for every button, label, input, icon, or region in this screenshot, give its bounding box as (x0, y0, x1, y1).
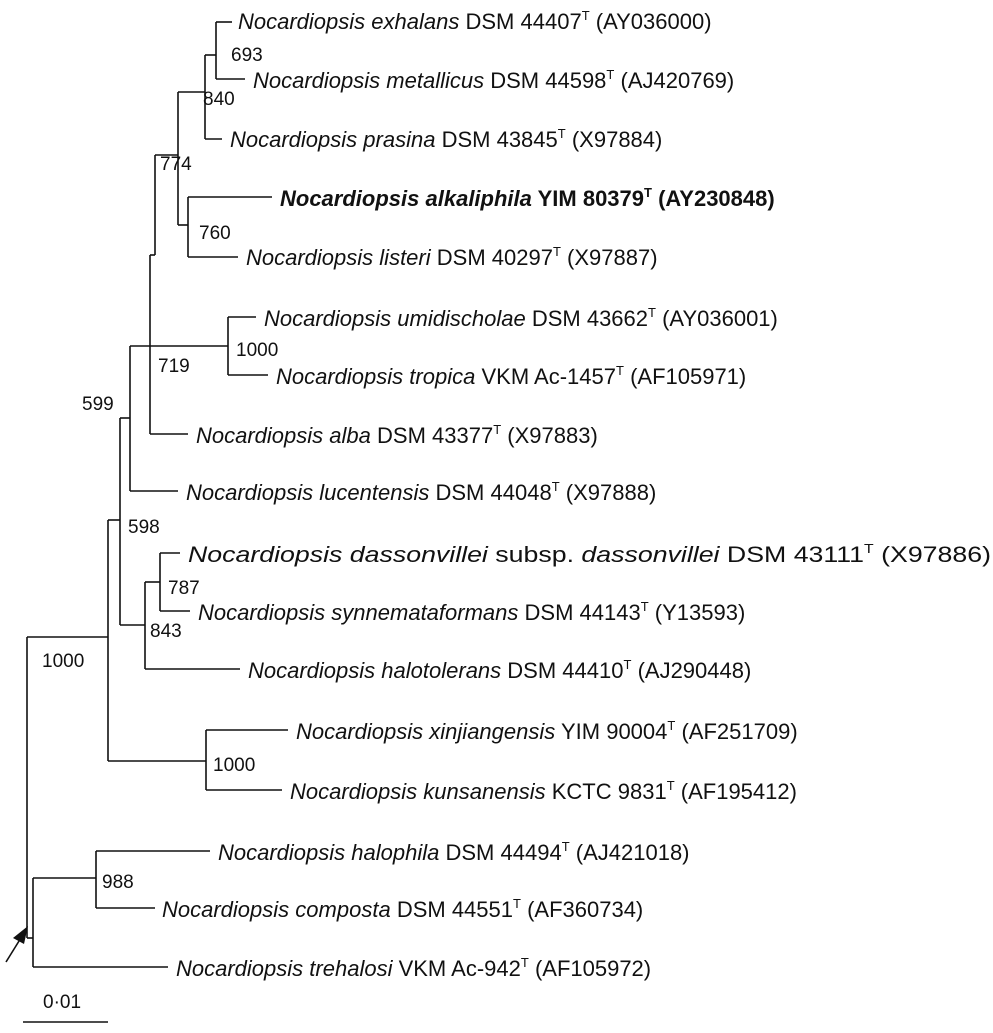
bootstrap-693: 693 (231, 45, 263, 66)
taxon-label-metallicus: Nocardiopsis metallicus DSM 44598T (AJ42… (253, 67, 734, 93)
taxon-label-prasina: Nocardiopsis prasina DSM 43845T (X97884) (230, 126, 662, 152)
taxon-label-exhalans: Nocardiopsis exhalans DSM 44407T (AY0360… (238, 8, 712, 34)
taxon-label-alba: Nocardiopsis alba DSM 43377T (X97883) (196, 422, 598, 448)
bootstrap-719: 719 (158, 356, 190, 377)
taxon-label-kunsanensis: Nocardiopsis kunsanensis KCTC 9831T (AF1… (290, 778, 797, 804)
bootstrap-774: 774 (160, 154, 192, 175)
tree-branches (5, 21, 288, 968)
bootstrap-values: 693 840 774 760 1000 719 599 598 787 843… (42, 45, 278, 893)
taxon-labels: Nocardiopsis exhalans DSM 44407T (AY0360… (162, 8, 991, 981)
taxon-label-synnemataformans: Nocardiopsis synnemataformans DSM 44143T… (198, 599, 745, 625)
bootstrap-598: 598 (128, 517, 160, 538)
bootstrap-1000-ut: 1000 (236, 340, 278, 361)
scale-bar-label: 0·01 (43, 992, 81, 1013)
taxon-label-trehalosi: Nocardiopsis trehalosi VKM Ac-942T (AF10… (176, 955, 651, 981)
bootstrap-1000-xk: 1000 (213, 755, 255, 776)
taxon-label-dassonvillei: Nocardiopsis dassonvillei subsp. dassonv… (188, 541, 991, 567)
bootstrap-840: 840 (203, 89, 235, 110)
taxon-label-alkaliphila: Nocardiopsis alkaliphila YIM 80379T (AY2… (280, 185, 775, 211)
bootstrap-988: 988 (102, 872, 134, 893)
bootstrap-1000-ingroup: 1000 (42, 651, 84, 672)
bootstrap-843: 843 (150, 621, 182, 642)
root-arrow-head (13, 926, 28, 944)
taxon-label-lucentensis: Nocardiopsis lucentensis DSM 44048T (X97… (186, 479, 656, 505)
taxon-label-umidischolae: Nocardiopsis umidischolae DSM 43662T (AY… (264, 305, 778, 331)
bootstrap-787: 787 (168, 578, 200, 599)
bootstrap-599: 599 (82, 394, 114, 415)
taxon-label-listeri: Nocardiopsis listeri DSM 40297T (X97887) (246, 244, 658, 270)
taxon-label-tropica: Nocardiopsis tropica VKM Ac-1457T (AF105… (276, 363, 746, 389)
taxon-label-composta: Nocardiopsis composta DSM 44551T (AF3607… (162, 896, 643, 922)
taxon-label-halophila: Nocardiopsis halophila DSM 44494T (AJ421… (218, 839, 690, 865)
bootstrap-760: 760 (199, 223, 231, 244)
taxon-label-halotolerans: Nocardiopsis halotolerans DSM 44410T (AJ… (248, 657, 751, 683)
taxon-label-xinjiangensis: Nocardiopsis xinjiangensis YIM 90004T (A… (296, 718, 798, 744)
scale-bar: 0·01 (23, 992, 108, 1023)
